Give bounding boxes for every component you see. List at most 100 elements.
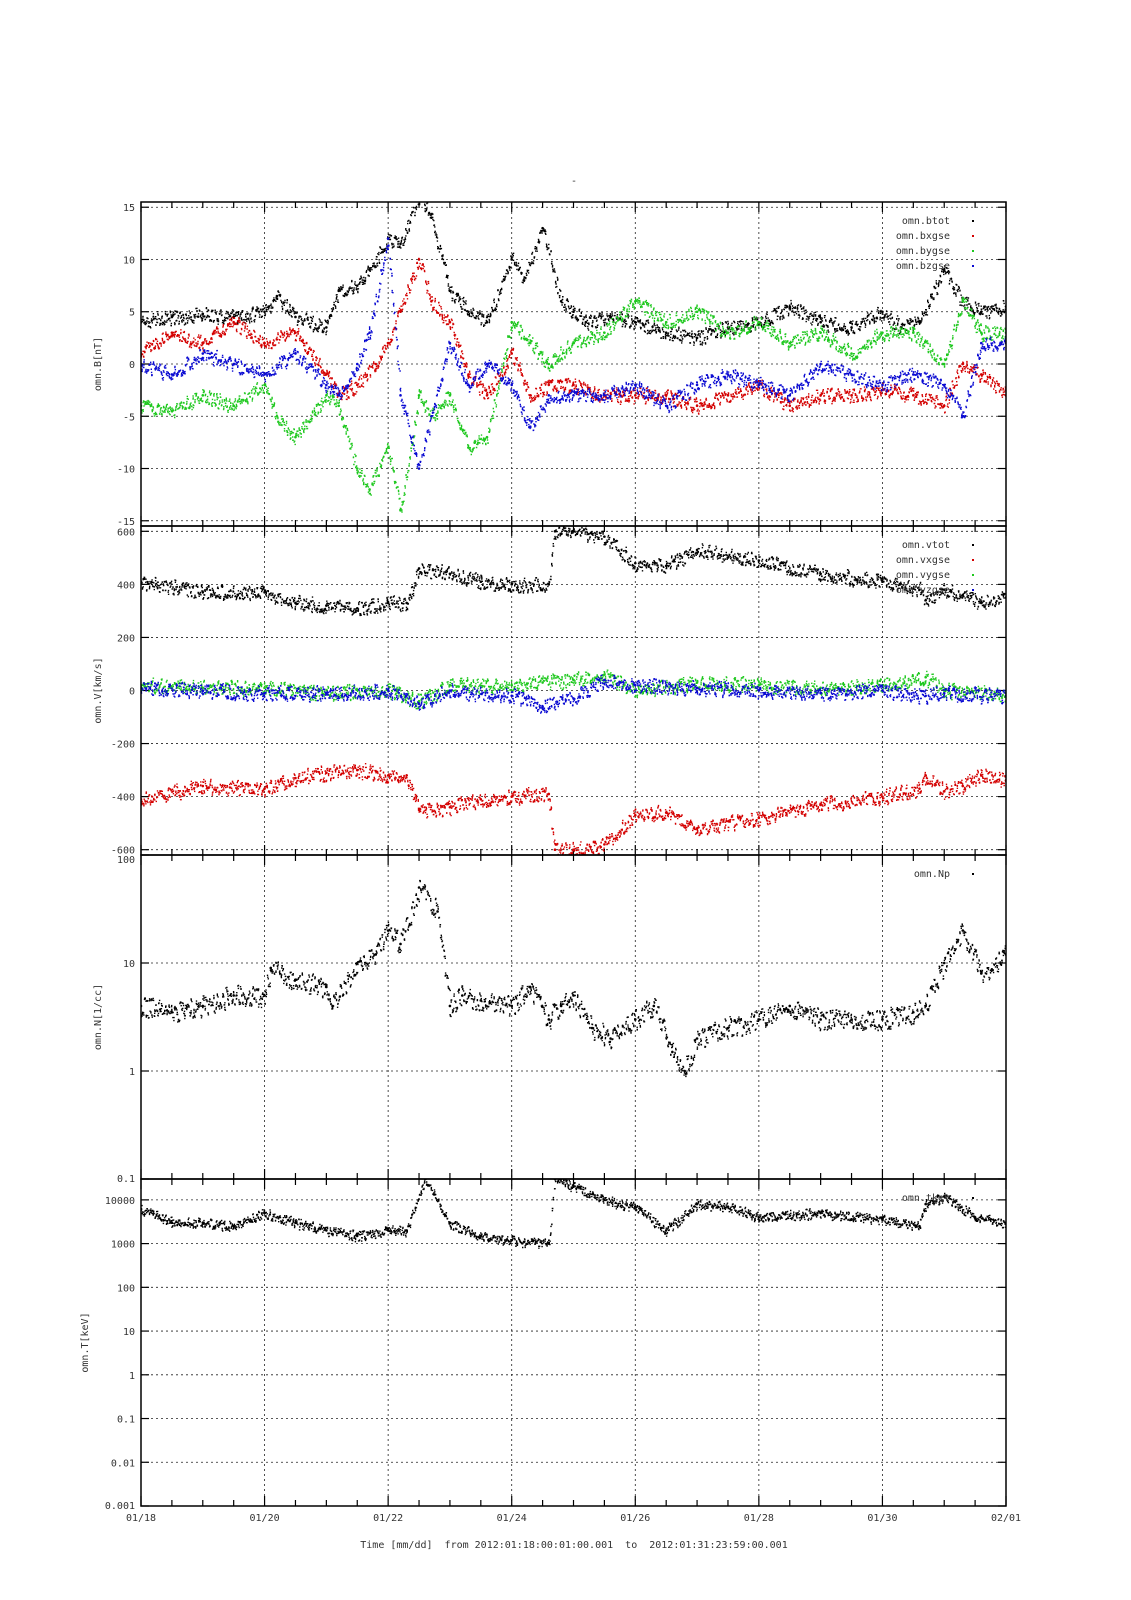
legend-entry-label: omn.vygse xyxy=(896,570,950,581)
data-point xyxy=(510,383,514,387)
y-axis-label: omn.V[km/s] xyxy=(93,657,104,723)
data-point xyxy=(633,394,637,397)
data-point xyxy=(918,787,921,790)
x-tick-label: 01/28 xyxy=(744,1513,774,1524)
y-tick-label: 0.1 xyxy=(117,1415,135,1426)
legend-entry-label: omn.btot xyxy=(902,216,950,227)
data-point xyxy=(553,848,557,851)
data-point xyxy=(170,331,174,334)
x-tick-label: 01/20 xyxy=(250,1513,280,1524)
data-point xyxy=(325,326,328,329)
series-omn-vxgse xyxy=(141,763,1006,855)
data-point xyxy=(683,1069,687,1073)
series-layer xyxy=(141,1179,1006,1249)
y-tick-label: 0.001 xyxy=(105,1501,135,1512)
legend-marker xyxy=(972,873,974,875)
data-point xyxy=(355,362,359,366)
data-point xyxy=(695,310,699,314)
series-layer xyxy=(141,526,1006,855)
data-point xyxy=(479,797,483,801)
x-tick-label: 01/30 xyxy=(867,1513,897,1524)
data-point xyxy=(399,394,402,397)
data-point xyxy=(355,1234,359,1238)
y-tick-label: 0 xyxy=(129,687,135,698)
data-point xyxy=(924,675,927,679)
data-point xyxy=(325,604,328,607)
series-layer xyxy=(141,879,1006,1078)
y-tick-label: 0.01 xyxy=(111,1458,135,1469)
scatter-cloud xyxy=(141,296,1006,513)
y-tick-label: 10 xyxy=(123,1327,135,1338)
data-point xyxy=(572,394,575,397)
data-point xyxy=(417,567,421,570)
data-point xyxy=(881,331,884,334)
data-point xyxy=(201,394,205,397)
series-omn-tkev xyxy=(141,1179,1006,1249)
series-layer xyxy=(141,195,1006,513)
data-point xyxy=(547,383,551,387)
x-tick-labels: 01/18 01/20 01/22 01/24 01/26 01/28 01/30 02/01 xyxy=(126,1513,1021,1524)
data-point xyxy=(479,580,483,584)
x-tick-label: 01/24 xyxy=(497,1513,527,1524)
data-point xyxy=(881,795,884,798)
data-point xyxy=(460,994,464,997)
data-point xyxy=(355,467,359,470)
data-point xyxy=(399,942,402,946)
panel-n: 0.1 1 10 100 omn.N[1/cc] omn.Np xyxy=(93,854,1007,1185)
figure-title-mark: - xyxy=(571,176,577,187)
data-point xyxy=(603,535,606,538)
y-tick-label: 200 xyxy=(117,633,135,644)
series-omn-np xyxy=(141,879,1006,1078)
legend-marker xyxy=(972,235,974,237)
series-omn-btot xyxy=(141,195,1006,346)
data-point xyxy=(510,683,514,687)
legend-entry-label: omn.bxgse xyxy=(896,231,950,242)
y-axis-label: omn.B[nT] xyxy=(93,337,104,391)
y-tick-label: -5 xyxy=(123,412,135,423)
scatter-cloud xyxy=(141,879,1006,1078)
panel-t: 0.001 0.01 0.1 1 10 100 1000 10000 omn.T[keV] omn… xyxy=(80,1178,1007,1512)
y-tick-label: 600 xyxy=(117,527,135,538)
data-point xyxy=(584,320,588,324)
panel-frame xyxy=(140,1178,1007,1507)
y-tick-label: -400 xyxy=(111,793,135,804)
data-point xyxy=(547,362,551,366)
legend-entry-label: omn.bzgse xyxy=(896,261,950,272)
data-point xyxy=(633,561,637,565)
legend-entry-label: omn.Np xyxy=(914,869,950,880)
y-axis-label: omn.N[1/cc] xyxy=(93,984,104,1050)
data-point xyxy=(418,195,421,198)
data-point xyxy=(819,320,822,324)
series-omn-bygse xyxy=(141,296,1006,513)
y-tick-label: 1000 xyxy=(111,1240,135,1251)
data-point xyxy=(788,404,792,408)
y-tick-label: 10 xyxy=(123,959,135,970)
legend-marker xyxy=(972,544,974,546)
data-point xyxy=(436,910,439,913)
data-point xyxy=(924,1202,927,1206)
data-point xyxy=(757,683,761,687)
legend-marker xyxy=(972,559,974,561)
y-tick-label: -10 xyxy=(117,465,135,476)
data-point xyxy=(201,784,205,788)
data-point xyxy=(294,315,297,319)
y-tick-label: -200 xyxy=(111,740,135,751)
data-point xyxy=(881,310,884,314)
legend-marker xyxy=(972,1197,974,1199)
data-point xyxy=(671,1050,674,1054)
data-point xyxy=(417,467,421,470)
legend-entry-label: omn.vzgse xyxy=(896,585,950,596)
y-tick-label: -15 xyxy=(117,517,135,528)
y-tick-label: -600 xyxy=(111,846,135,857)
x-axis-label: Time [mm/dd] from 2012:01:18:00:01:00.00… xyxy=(360,1540,787,1551)
data-point xyxy=(448,1004,452,1008)
y-tick-label: 400 xyxy=(117,580,135,591)
data-point xyxy=(788,394,792,397)
data-point xyxy=(386,237,390,240)
series-omn-vygse xyxy=(141,669,1006,710)
y-tick-label: 100 xyxy=(117,1283,135,1294)
series-omn-bzgse xyxy=(141,237,1006,470)
legend-entry-label: omn.vxgse xyxy=(896,555,950,566)
data-point xyxy=(695,383,699,387)
scatter-cloud xyxy=(141,257,1006,415)
